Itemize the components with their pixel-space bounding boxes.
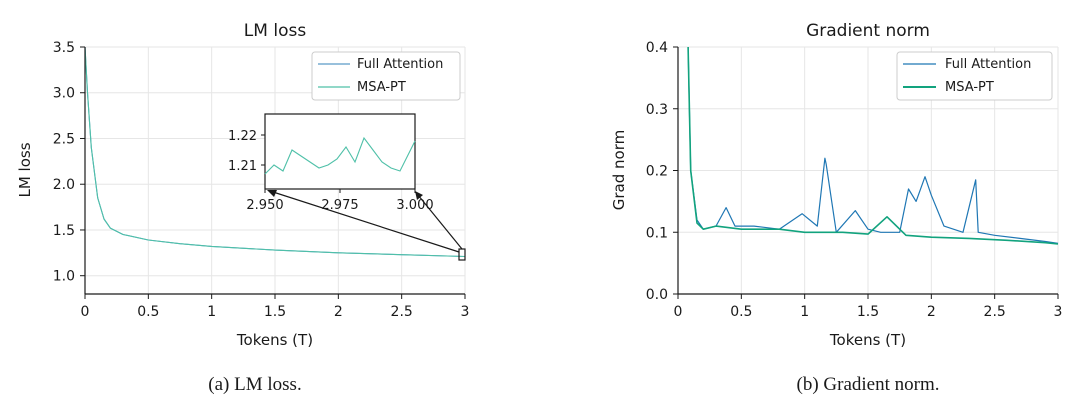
caption-left: (a) LM loss. bbox=[208, 374, 301, 395]
inset-zoom: 2.950 2.975 3.000 1.21 1.22 bbox=[228, 113, 434, 213]
y-tick-label: 1.0 bbox=[53, 269, 75, 285]
chart-lm-loss: LM loss 0 0.5 1 1.5 2 2.5 31.01.52.02.53.03.5 … bbox=[16, 21, 469, 395]
zoom-region-marker bbox=[458, 248, 466, 261]
x-tick-label: 3 bbox=[461, 304, 470, 320]
connector-arrow-right bbox=[417, 194, 463, 250]
x-axis-label-lm-loss: Tokens (T) bbox=[236, 331, 313, 349]
x-tick-label: 1.5 bbox=[857, 304, 879, 320]
x-tick-label: 0 bbox=[674, 304, 683, 320]
x-tick-label: 0 bbox=[81, 304, 90, 320]
legend-lm-loss: Full Attention MSA-PT bbox=[311, 51, 461, 101]
x-tick-label: 0.5 bbox=[730, 304, 752, 320]
x-tick-label: 2 bbox=[334, 304, 343, 320]
y-tick-label: 2.0 bbox=[53, 177, 75, 193]
x-tick-label: 1.5 bbox=[264, 304, 286, 320]
y-tick-label: 3.0 bbox=[53, 86, 75, 102]
inset-y-tick-label: 1.21 bbox=[228, 159, 257, 174]
x-tick-label: 0.5 bbox=[137, 304, 159, 320]
x-tick-label: 2 bbox=[927, 304, 936, 320]
inset-y-tick-label: 1.22 bbox=[228, 129, 257, 144]
y-tick-label: 0.2 bbox=[646, 164, 668, 180]
x-axis-label-grad-norm: Tokens (T) bbox=[829, 331, 906, 349]
y-tick-label: 0.4 bbox=[646, 40, 668, 56]
y-tick-label: 2.5 bbox=[53, 131, 75, 147]
ticks-lm-loss: 0 0.5 1 1.5 2 2.5 3 1.0 1.5 2.0 2.5 3.0 3.5 bbox=[53, 40, 470, 320]
x-tick-label: 3 bbox=[1054, 304, 1063, 320]
arrowhead-right bbox=[415, 191, 423, 200]
legend-label-full-attention: Full Attention bbox=[357, 57, 443, 72]
y-tick-label: 0.3 bbox=[646, 102, 668, 118]
series-line-msa-pt bbox=[687, 46, 1059, 245]
inset-x-tick-label: 2.950 bbox=[246, 198, 283, 213]
y-tick-label: 0.0 bbox=[646, 287, 668, 303]
connector-arrow-left bbox=[269, 190, 460, 253]
zoom-connector-arrows bbox=[267, 190, 463, 253]
legend-label-full-attention: Full Attention bbox=[945, 57, 1031, 72]
arrowhead-left bbox=[267, 190, 277, 197]
x-tick-label: 1 bbox=[800, 304, 809, 320]
ticks-grad-norm: 0 0.5 1 1.5 2 2.5 3 0.0 0.1 0.2 0.3 0.4 bbox=[646, 40, 1063, 320]
chart-title-grad-norm: Gradient norm bbox=[806, 21, 930, 41]
x-tick-label: 2.5 bbox=[984, 304, 1006, 320]
inset-x-tick-label: 3.000 bbox=[396, 198, 433, 213]
y-tick-label: 3.5 bbox=[53, 40, 75, 56]
inset-ticks: 2.950 2.975 3.000 1.21 1.22 bbox=[228, 129, 434, 213]
y-tick-label: 0.1 bbox=[646, 225, 668, 241]
inset-line bbox=[264, 136, 416, 175]
y-axis-label-lm-loss: LM loss bbox=[16, 142, 34, 197]
inset-frame bbox=[264, 113, 416, 190]
legend-label-msa-pt: MSA-PT bbox=[945, 80, 994, 95]
caption-right: (b) Gradient norm. bbox=[797, 374, 940, 395]
inset-series-line bbox=[264, 136, 416, 175]
legend-label-msa-pt: MSA-PT bbox=[357, 80, 406, 95]
x-tick-label: 1 bbox=[207, 304, 216, 320]
y-tick-label: 1.5 bbox=[53, 223, 75, 239]
legend-grad-norm: Full Attention MSA-PT bbox=[896, 51, 1053, 101]
series-line-msa-pt bbox=[84, 46, 466, 258]
x-tick-label: 2.5 bbox=[391, 304, 413, 320]
series-line-full-attention bbox=[687, 46, 1059, 244]
lines-grad-norm bbox=[687, 46, 1059, 245]
y-axis-label-grad-norm: Grad norm bbox=[610, 130, 628, 210]
inset-x-tick-label: 2.975 bbox=[321, 198, 358, 213]
chart-grad-norm: Gradient norm 0 0.5 1 1.5 2 2.5 30.00.10.20.30… bbox=[610, 21, 1062, 395]
chart-title-lm-loss: LM loss bbox=[244, 21, 307, 41]
lines-lm-loss bbox=[84, 46, 466, 258]
